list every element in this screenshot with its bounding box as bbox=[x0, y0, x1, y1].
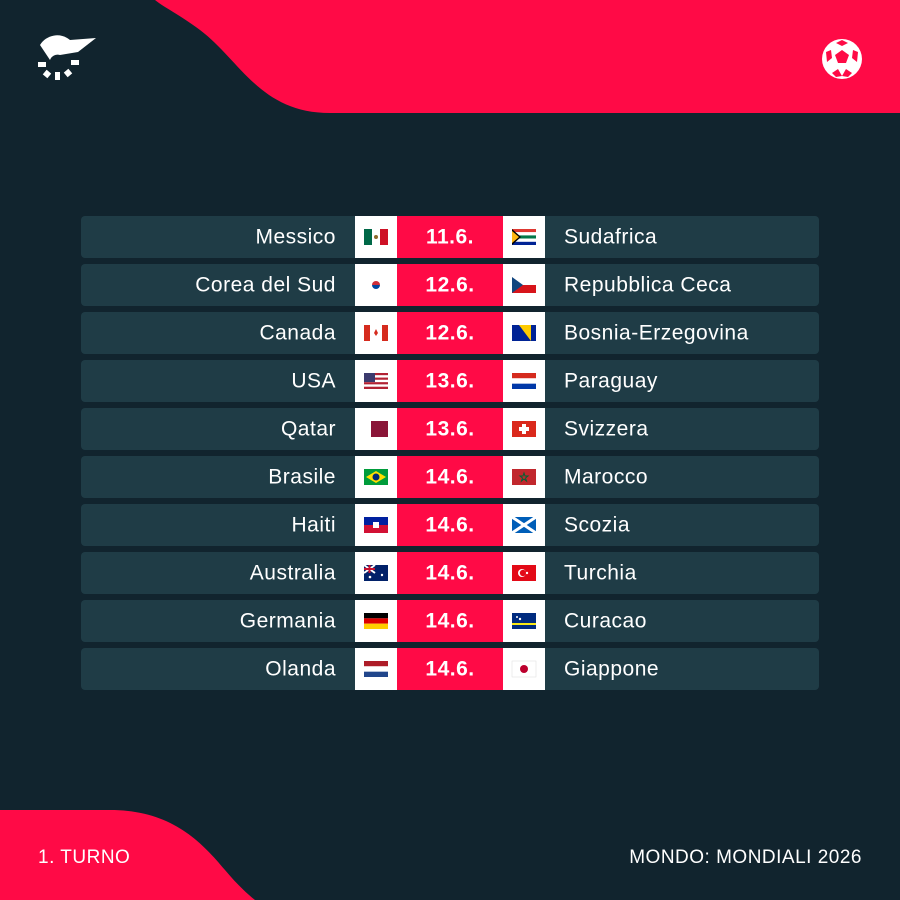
home-team: Brasile bbox=[268, 466, 336, 489]
flag bbox=[364, 325, 388, 341]
match-row: Australia 14.6. Turchia bbox=[81, 552, 819, 594]
away-team: Bosnia-Erzegovina bbox=[564, 322, 749, 345]
away-team: Svizzera bbox=[564, 418, 649, 441]
home-team: Olanda bbox=[265, 658, 336, 681]
home-team: Australia bbox=[250, 562, 336, 585]
away-team: Sudafrica bbox=[564, 226, 657, 249]
competition-label: MONDO: MONDIALI 2026 bbox=[629, 847, 862, 868]
date-box bbox=[397, 408, 503, 450]
flag bbox=[512, 277, 536, 293]
match-date: 13.6. bbox=[425, 418, 474, 441]
match-date: 14.6. bbox=[425, 466, 474, 489]
home-team: Canada bbox=[259, 322, 336, 345]
flag bbox=[364, 469, 388, 485]
flag bbox=[511, 515, 537, 535]
flag bbox=[364, 373, 388, 389]
match-date: 14.6. bbox=[425, 514, 474, 537]
date-box bbox=[397, 312, 503, 354]
flag bbox=[511, 660, 537, 678]
flag bbox=[364, 613, 388, 629]
flag bbox=[364, 421, 388, 437]
home-team: Corea del Sud bbox=[195, 274, 336, 297]
round-label: 1. TURNO bbox=[38, 847, 130, 868]
flag bbox=[512, 469, 536, 485]
match-row: Messico 11.6. Sudafrica bbox=[81, 216, 819, 258]
match-row: Corea del Sud 12.6. Repubblica Ceca bbox=[81, 264, 819, 306]
date-box bbox=[397, 360, 503, 402]
footer-shape bbox=[0, 810, 255, 900]
away-team: Repubblica Ceca bbox=[564, 274, 731, 297]
match-row: Canada 12.6. Bosnia-Erzegovina bbox=[81, 312, 819, 354]
match-date: 13.6. bbox=[425, 370, 474, 393]
match-date: 14.6. bbox=[425, 610, 474, 633]
match-date: 12.6. bbox=[425, 322, 474, 345]
flag bbox=[512, 373, 536, 389]
match-row: Haiti 14.6. Scozia bbox=[81, 504, 819, 546]
flag bbox=[364, 517, 388, 533]
football-icon bbox=[822, 39, 862, 79]
away-team: Marocco bbox=[564, 466, 648, 489]
away-team: Giappone bbox=[564, 658, 659, 681]
home-team: USA bbox=[291, 370, 336, 393]
match-date: 12.6. bbox=[425, 274, 474, 297]
match-date: 14.6. bbox=[425, 658, 474, 681]
match-row: Qatar 13.6. Svizzera bbox=[81, 408, 819, 450]
home-team: Haiti bbox=[291, 514, 336, 537]
logo bbox=[38, 35, 96, 80]
away-team: Curacao bbox=[564, 610, 647, 633]
match-row: Brasile 14.6. Marocco bbox=[81, 456, 819, 498]
match-date: 11.6. bbox=[426, 226, 474, 249]
match-row: Olanda 14.6. Giappone bbox=[81, 648, 819, 690]
date-box bbox=[397, 456, 503, 498]
flag bbox=[512, 229, 536, 245]
flag bbox=[364, 229, 388, 245]
date-box bbox=[397, 552, 503, 594]
date-box bbox=[397, 600, 503, 642]
away-team: Turchia bbox=[564, 562, 637, 585]
date-box bbox=[397, 216, 503, 258]
home-team: Qatar bbox=[281, 418, 336, 441]
header-shape bbox=[155, 0, 900, 113]
flag bbox=[512, 565, 536, 581]
date-box bbox=[397, 264, 503, 306]
flag bbox=[363, 564, 388, 581]
date-box bbox=[397, 648, 503, 690]
home-team: Germania bbox=[240, 610, 336, 633]
match-date: 14.6. bbox=[425, 562, 474, 585]
flag bbox=[364, 277, 388, 293]
flag bbox=[512, 613, 536, 629]
away-team: Scozia bbox=[564, 514, 630, 537]
away-team: Paraguay bbox=[564, 370, 658, 393]
home-team: Messico bbox=[255, 226, 336, 249]
match-row: Germania 14.6. Curacao bbox=[81, 600, 819, 642]
flag bbox=[512, 325, 536, 341]
date-box bbox=[397, 504, 503, 546]
flag bbox=[364, 661, 388, 677]
match-row: USA 13.6. Paraguay bbox=[81, 360, 819, 402]
flag bbox=[512, 421, 536, 437]
